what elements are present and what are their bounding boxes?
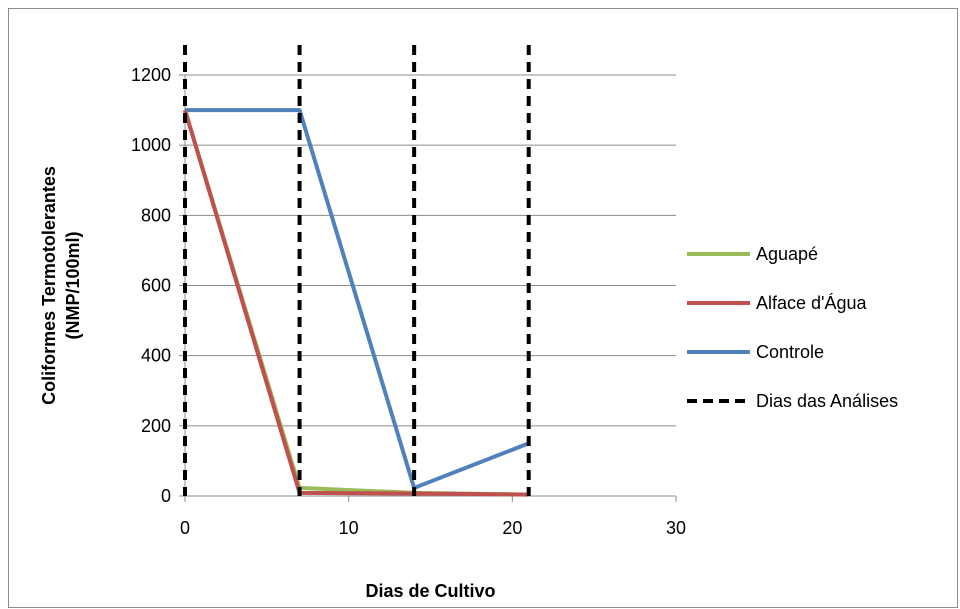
line-chart: 0 200 400 600 800 1000 1200 0 10 20 30 Aguapé Alfac… bbox=[39, 45, 898, 601]
legend-label: Dias das Análises bbox=[756, 391, 898, 411]
chart-frame: 0 200 400 600 800 1000 1200 0 10 20 30 Aguapé Alfac… bbox=[8, 8, 958, 608]
y-tick-label: 1000 bbox=[131, 135, 171, 155]
grid-lines bbox=[185, 74, 676, 427]
y-tick-label: 0 bbox=[161, 486, 171, 506]
x-tick-label: 20 bbox=[502, 518, 522, 538]
analysis-day-markers bbox=[183, 45, 531, 496]
axes: 0 200 400 600 800 1000 1200 0 10 20 30 bbox=[131, 65, 686, 538]
y-tick-label: 1200 bbox=[131, 65, 171, 85]
x-tick-label: 0 bbox=[180, 518, 190, 538]
legend-label: Aguapé bbox=[756, 244, 818, 264]
y-tick-label: 400 bbox=[141, 346, 171, 366]
series-line-controle bbox=[185, 108, 530, 490]
series-lines bbox=[183, 108, 530, 497]
y-tick-label: 800 bbox=[141, 205, 171, 225]
y-tick-label: 200 bbox=[141, 416, 171, 436]
legend-label: Alface d'Água bbox=[756, 293, 868, 313]
legend-label: Controle bbox=[756, 342, 824, 362]
series-line-alface-d-gua bbox=[183, 109, 529, 497]
y-axis-title-line-1: Coliformes Termotolerantes bbox=[39, 166, 59, 405]
x-tick-label: 30 bbox=[666, 518, 686, 538]
x-axis-title: Dias de Cultivo bbox=[365, 581, 495, 601]
y-tick-label: 600 bbox=[141, 276, 171, 296]
x-tick-label: 10 bbox=[339, 518, 359, 538]
y-axis-title-line-2: (NMP/100ml) bbox=[63, 231, 83, 339]
legend: Aguapé Alface d'Água Controle Dias das Anál… bbox=[687, 244, 898, 411]
